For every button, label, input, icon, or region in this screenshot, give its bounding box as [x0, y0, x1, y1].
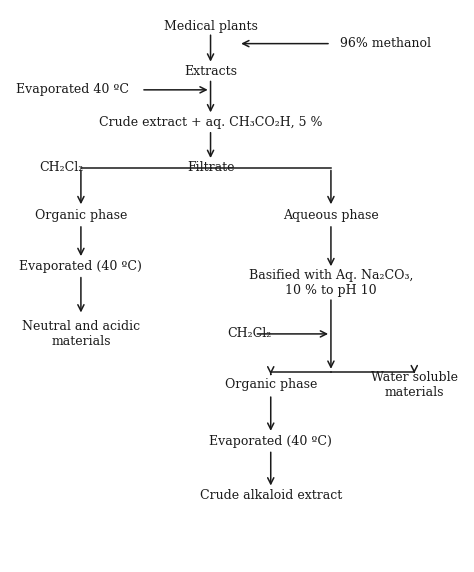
Text: Neutral and acidic
materials: Neutral and acidic materials — [22, 320, 140, 348]
Text: Water soluble
materials: Water soluble materials — [371, 371, 458, 399]
Text: Organic phase: Organic phase — [225, 378, 317, 391]
Text: Organic phase: Organic phase — [35, 209, 127, 222]
Text: Crude extract + aq. CH₃CO₂H, 5 %: Crude extract + aq. CH₃CO₂H, 5 % — [99, 116, 322, 129]
Text: Extracts: Extracts — [184, 65, 237, 78]
Text: Medical plants: Medical plants — [164, 20, 257, 33]
Text: Filtrate: Filtrate — [187, 161, 234, 174]
Text: CH₂Cl₂: CH₂Cl₂ — [227, 327, 271, 340]
Text: Evaporated (40 ºC): Evaporated (40 ºC) — [210, 435, 332, 447]
Text: Evaporated 40 ºC: Evaporated 40 ºC — [16, 84, 129, 96]
Text: Aqueous phase: Aqueous phase — [283, 209, 379, 222]
Text: CH₂Cl₂: CH₂Cl₂ — [39, 161, 83, 174]
Text: Evaporated (40 ºC): Evaporated (40 ºC) — [19, 260, 142, 273]
Text: Crude alkaloid extract: Crude alkaloid extract — [200, 489, 342, 502]
Text: 96% methanol: 96% methanol — [340, 37, 431, 50]
Text: Basified with Aq. Na₂CO₃,
10 % to pH 10: Basified with Aq. Na₂CO₃, 10 % to pH 10 — [249, 269, 413, 297]
